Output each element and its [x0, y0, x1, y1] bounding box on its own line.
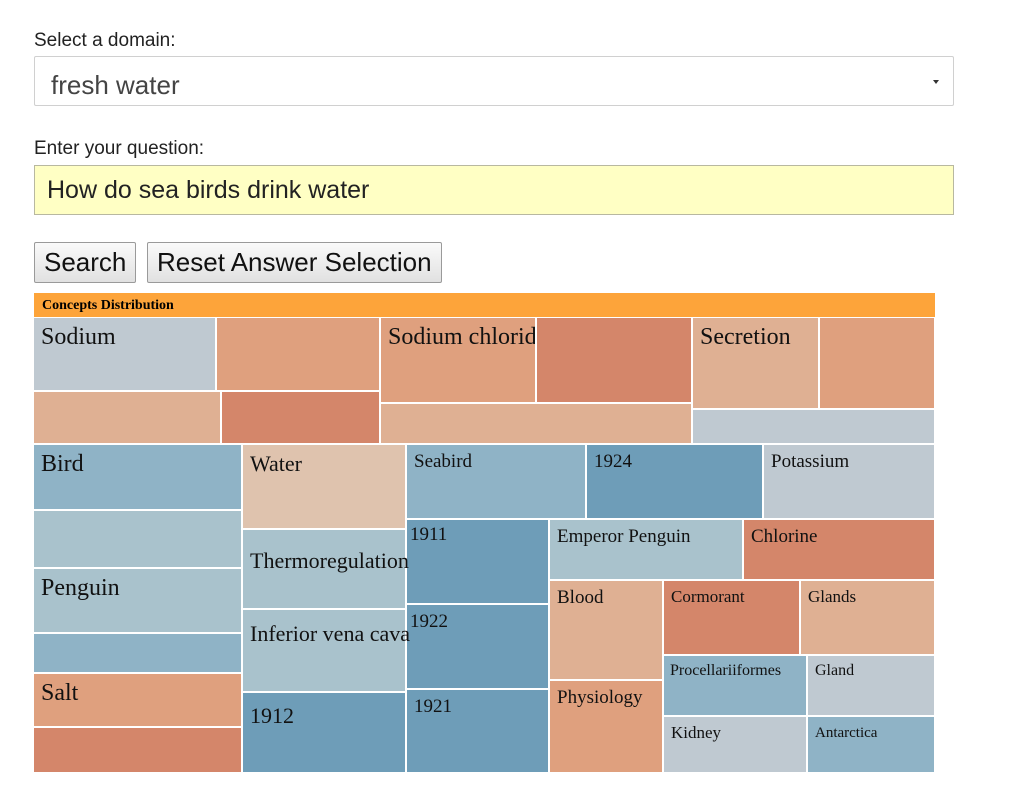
treemap-cell[interactable]: Blood: [550, 581, 664, 681]
treemap-cell[interactable]: [820, 318, 936, 410]
treemap-cell-label: Blood: [557, 587, 604, 608]
treemap-cell-label: Chlorine: [751, 526, 818, 547]
treemap-cell-label: Sodium: [41, 324, 116, 350]
domain-label: Select a domain:: [34, 30, 176, 51]
treemap-cell[interactable]: [34, 728, 243, 774]
treemap-cell[interactable]: Glands: [801, 581, 936, 656]
concepts-treemap: Sodium Sodium chloride Secretion Bird Pe…: [34, 318, 936, 774]
treemap-cell[interactable]: Salt: [34, 674, 243, 728]
treemap-cell-label: Emperor Penguin: [557, 526, 691, 547]
treemap-cell-label: 1924: [594, 451, 632, 472]
domain-select[interactable]: fresh water: [34, 56, 954, 106]
treemap-cell[interactable]: [34, 392, 222, 445]
treemap-cell[interactable]: Sodium: [34, 318, 217, 392]
treemap-cell[interactable]: [34, 634, 243, 674]
treemap-cell[interactable]: Chlorine: [744, 520, 936, 581]
treemap-cell[interactable]: 1911: [407, 520, 550, 605]
treemap-cell[interactable]: Bird: [34, 445, 243, 511]
treemap-cell[interactable]: [693, 410, 936, 445]
question-label: Enter your question:: [34, 138, 205, 159]
treemap-cell-label: Glands: [808, 587, 857, 606]
treemap-cell[interactable]: [381, 404, 693, 445]
treemap-cell-label: Secretion: [700, 324, 791, 350]
treemap-cell[interactable]: [222, 392, 381, 445]
reset-answer-selection-button[interactable]: Reset Answer Selection: [147, 242, 442, 283]
treemap-cell[interactable]: Gland: [808, 656, 936, 717]
treemap-cell[interactable]: Water: [243, 445, 407, 530]
search-button[interactable]: Search: [34, 242, 137, 283]
treemap-cell[interactable]: Secretion: [693, 318, 820, 410]
treemap-cell[interactable]: [537, 318, 693, 404]
treemap-cell-label: Kidney: [671, 723, 722, 742]
treemap-cell-label: Bird: [41, 451, 84, 477]
treemap-cell[interactable]: [34, 511, 243, 569]
treemap-cell[interactable]: Sodium chloride: [381, 318, 537, 404]
treemap-cell[interactable]: Procellariiformes: [664, 656, 808, 717]
treemap-cell[interactable]: Antarctica: [808, 717, 936, 774]
treemap-cell-label: Potassium: [771, 451, 850, 472]
treemap-cell[interactable]: Potassium: [764, 445, 936, 520]
treemap-title: Concepts Distribution: [34, 293, 935, 317]
treemap-cell[interactable]: [217, 318, 381, 392]
treemap-cell[interactable]: 1922: [407, 605, 550, 690]
treemap-cell-label: Penguin: [41, 575, 120, 601]
treemap-cell-label: Procellariiformes: [670, 662, 782, 679]
treemap-cell[interactable]: 1912: [243, 693, 407, 774]
treemap-cell[interactable]: Penguin: [34, 569, 243, 634]
treemap-cell[interactable]: Physiology: [550, 681, 664, 774]
treemap-cell-label: Antarctica: [815, 725, 878, 741]
chevron-down-icon: [933, 80, 939, 84]
treemap-cell-label: Gland: [815, 662, 855, 679]
treemap-cell[interactable]: 1924: [587, 445, 764, 520]
treemap-cell[interactable]: Thermoregulation: [243, 530, 409, 610]
question-input[interactable]: [34, 165, 954, 215]
treemap-cell-label: Seabird: [414, 451, 473, 472]
treemap-cell[interactable]: Cormorant: [664, 581, 801, 656]
treemap-cell-label: Salt: [41, 680, 79, 706]
domain-select-value: fresh water: [51, 70, 180, 100]
treemap-cell-label: Inferior vena cava: [250, 621, 411, 646]
treemap-cell-label: 1912: [250, 703, 294, 728]
treemap-cell-label: 1921: [414, 696, 452, 717]
treemap-cell-label: 1911: [410, 524, 448, 545]
treemap-cell-label: Thermoregulation: [250, 548, 409, 573]
treemap-cell-label: Water: [250, 451, 302, 476]
treemap-cell[interactable]: 1921: [407, 690, 550, 774]
treemap-cell-label: Physiology: [557, 687, 643, 708]
treemap-cell[interactable]: Seabird: [407, 445, 587, 520]
treemap-cell[interactable]: Emperor Penguin: [550, 520, 744, 581]
treemap-cell[interactable]: Kidney: [664, 717, 808, 774]
treemap-cell[interactable]: Inferior vena cava: [243, 610, 411, 693]
treemap-cell-label: 1922: [410, 611, 448, 632]
treemap-cell-label: Sodium chloride: [388, 324, 537, 350]
treemap-cell-label: Cormorant: [671, 587, 745, 606]
